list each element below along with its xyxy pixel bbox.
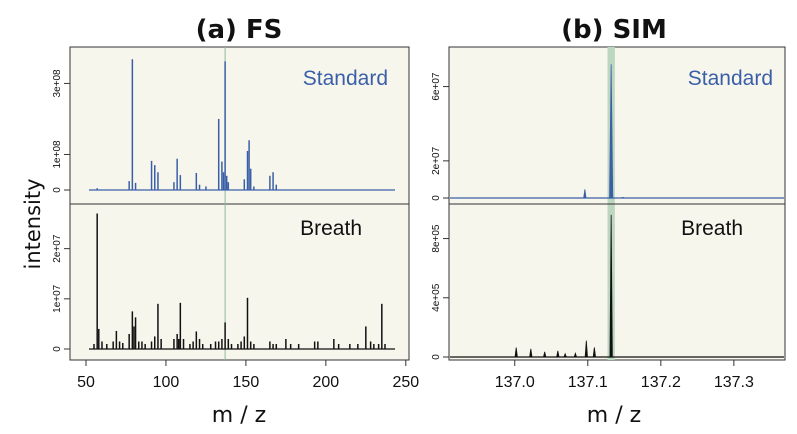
- y-tick-label: 2e+07: [431, 146, 442, 175]
- x-tick-label: 150: [233, 374, 260, 391]
- y-tick-label: 0: [52, 187, 63, 193]
- panel-a-title: (a) FS: [196, 15, 283, 45]
- panel-b-breath-spectrum: [450, 214, 784, 358]
- spectrum-peak: [514, 347, 518, 358]
- spectrum-peak: [573, 352, 578, 358]
- y-tick-label: 1e+07: [52, 284, 63, 313]
- y-tick-label: 4e+05: [431, 283, 442, 312]
- y-tick-label: 3e+08: [52, 69, 63, 98]
- x-tick-label: 50: [77, 374, 95, 391]
- panel-b-title: (b) SIM: [561, 15, 667, 45]
- y-tick-label: 6e+07: [431, 72, 442, 101]
- panel-a-standard-y-axis: 0 1e+08 3e+08: [52, 69, 70, 193]
- y-tick-label: 0: [431, 354, 442, 360]
- spectrum-peak: [542, 351, 547, 358]
- spectrum-peak: [609, 214, 613, 358]
- panel-a-standard-spectrum: [89, 59, 395, 191]
- y-tick-label: 8e+05: [431, 224, 442, 253]
- panel-b-standard-y-axis: 0 2e+07 6e+07: [431, 72, 449, 201]
- x-tick-label: 200: [312, 374, 339, 391]
- spectrum-peak: [563, 352, 567, 358]
- panel-a-x-axis-label: m / z: [212, 403, 266, 428]
- panel-b-breath-label: Breath: [681, 217, 743, 240]
- panel-b-x-axis-label: m / z: [587, 403, 641, 428]
- panel-b-breath-y-axis: 0 4e+05 8e+05: [431, 224, 449, 360]
- x-tick-label: 250: [392, 374, 419, 391]
- spectrum-peak: [556, 350, 560, 358]
- y-axis-label: intensity: [21, 178, 45, 269]
- x-tick-label: 137.0: [495, 374, 535, 391]
- x-tick-label: 137.3: [714, 374, 754, 391]
- spectrum-peak: [620, 196, 626, 199]
- panel-a-breath-y-axis: 0 1e+07 2e+07: [52, 234, 70, 352]
- x-tick-label: 137.1: [568, 374, 608, 391]
- x-tick-label: 100: [153, 374, 180, 391]
- spectrum-peak: [584, 340, 588, 358]
- y-tick-label: 0: [52, 346, 63, 352]
- panel-b-standard-spectrum: [450, 64, 784, 199]
- panel-a-standard-label: Standard: [303, 67, 388, 90]
- y-tick-label: 2e+07: [52, 234, 63, 263]
- y-tick-label: 0: [431, 195, 442, 201]
- panel-a-breath-label: Breath: [300, 217, 362, 240]
- panel-a-x-axis: 50 100 150 200 250: [77, 360, 419, 391]
- spectrum-peak: [592, 347, 597, 358]
- panel-a-breath-spectrum: [89, 213, 395, 350]
- spectrum-peak: [529, 348, 533, 358]
- x-tick-label: 137.2: [641, 374, 681, 391]
- panel-b-standard-label: Standard: [688, 67, 773, 90]
- y-tick-label: 1e+08: [52, 140, 63, 169]
- spectrum-peak: [583, 189, 587, 199]
- spectrum-peak: [609, 64, 614, 199]
- panel-b-x-axis: 137.0 137.1 137.2 137.3: [495, 360, 754, 391]
